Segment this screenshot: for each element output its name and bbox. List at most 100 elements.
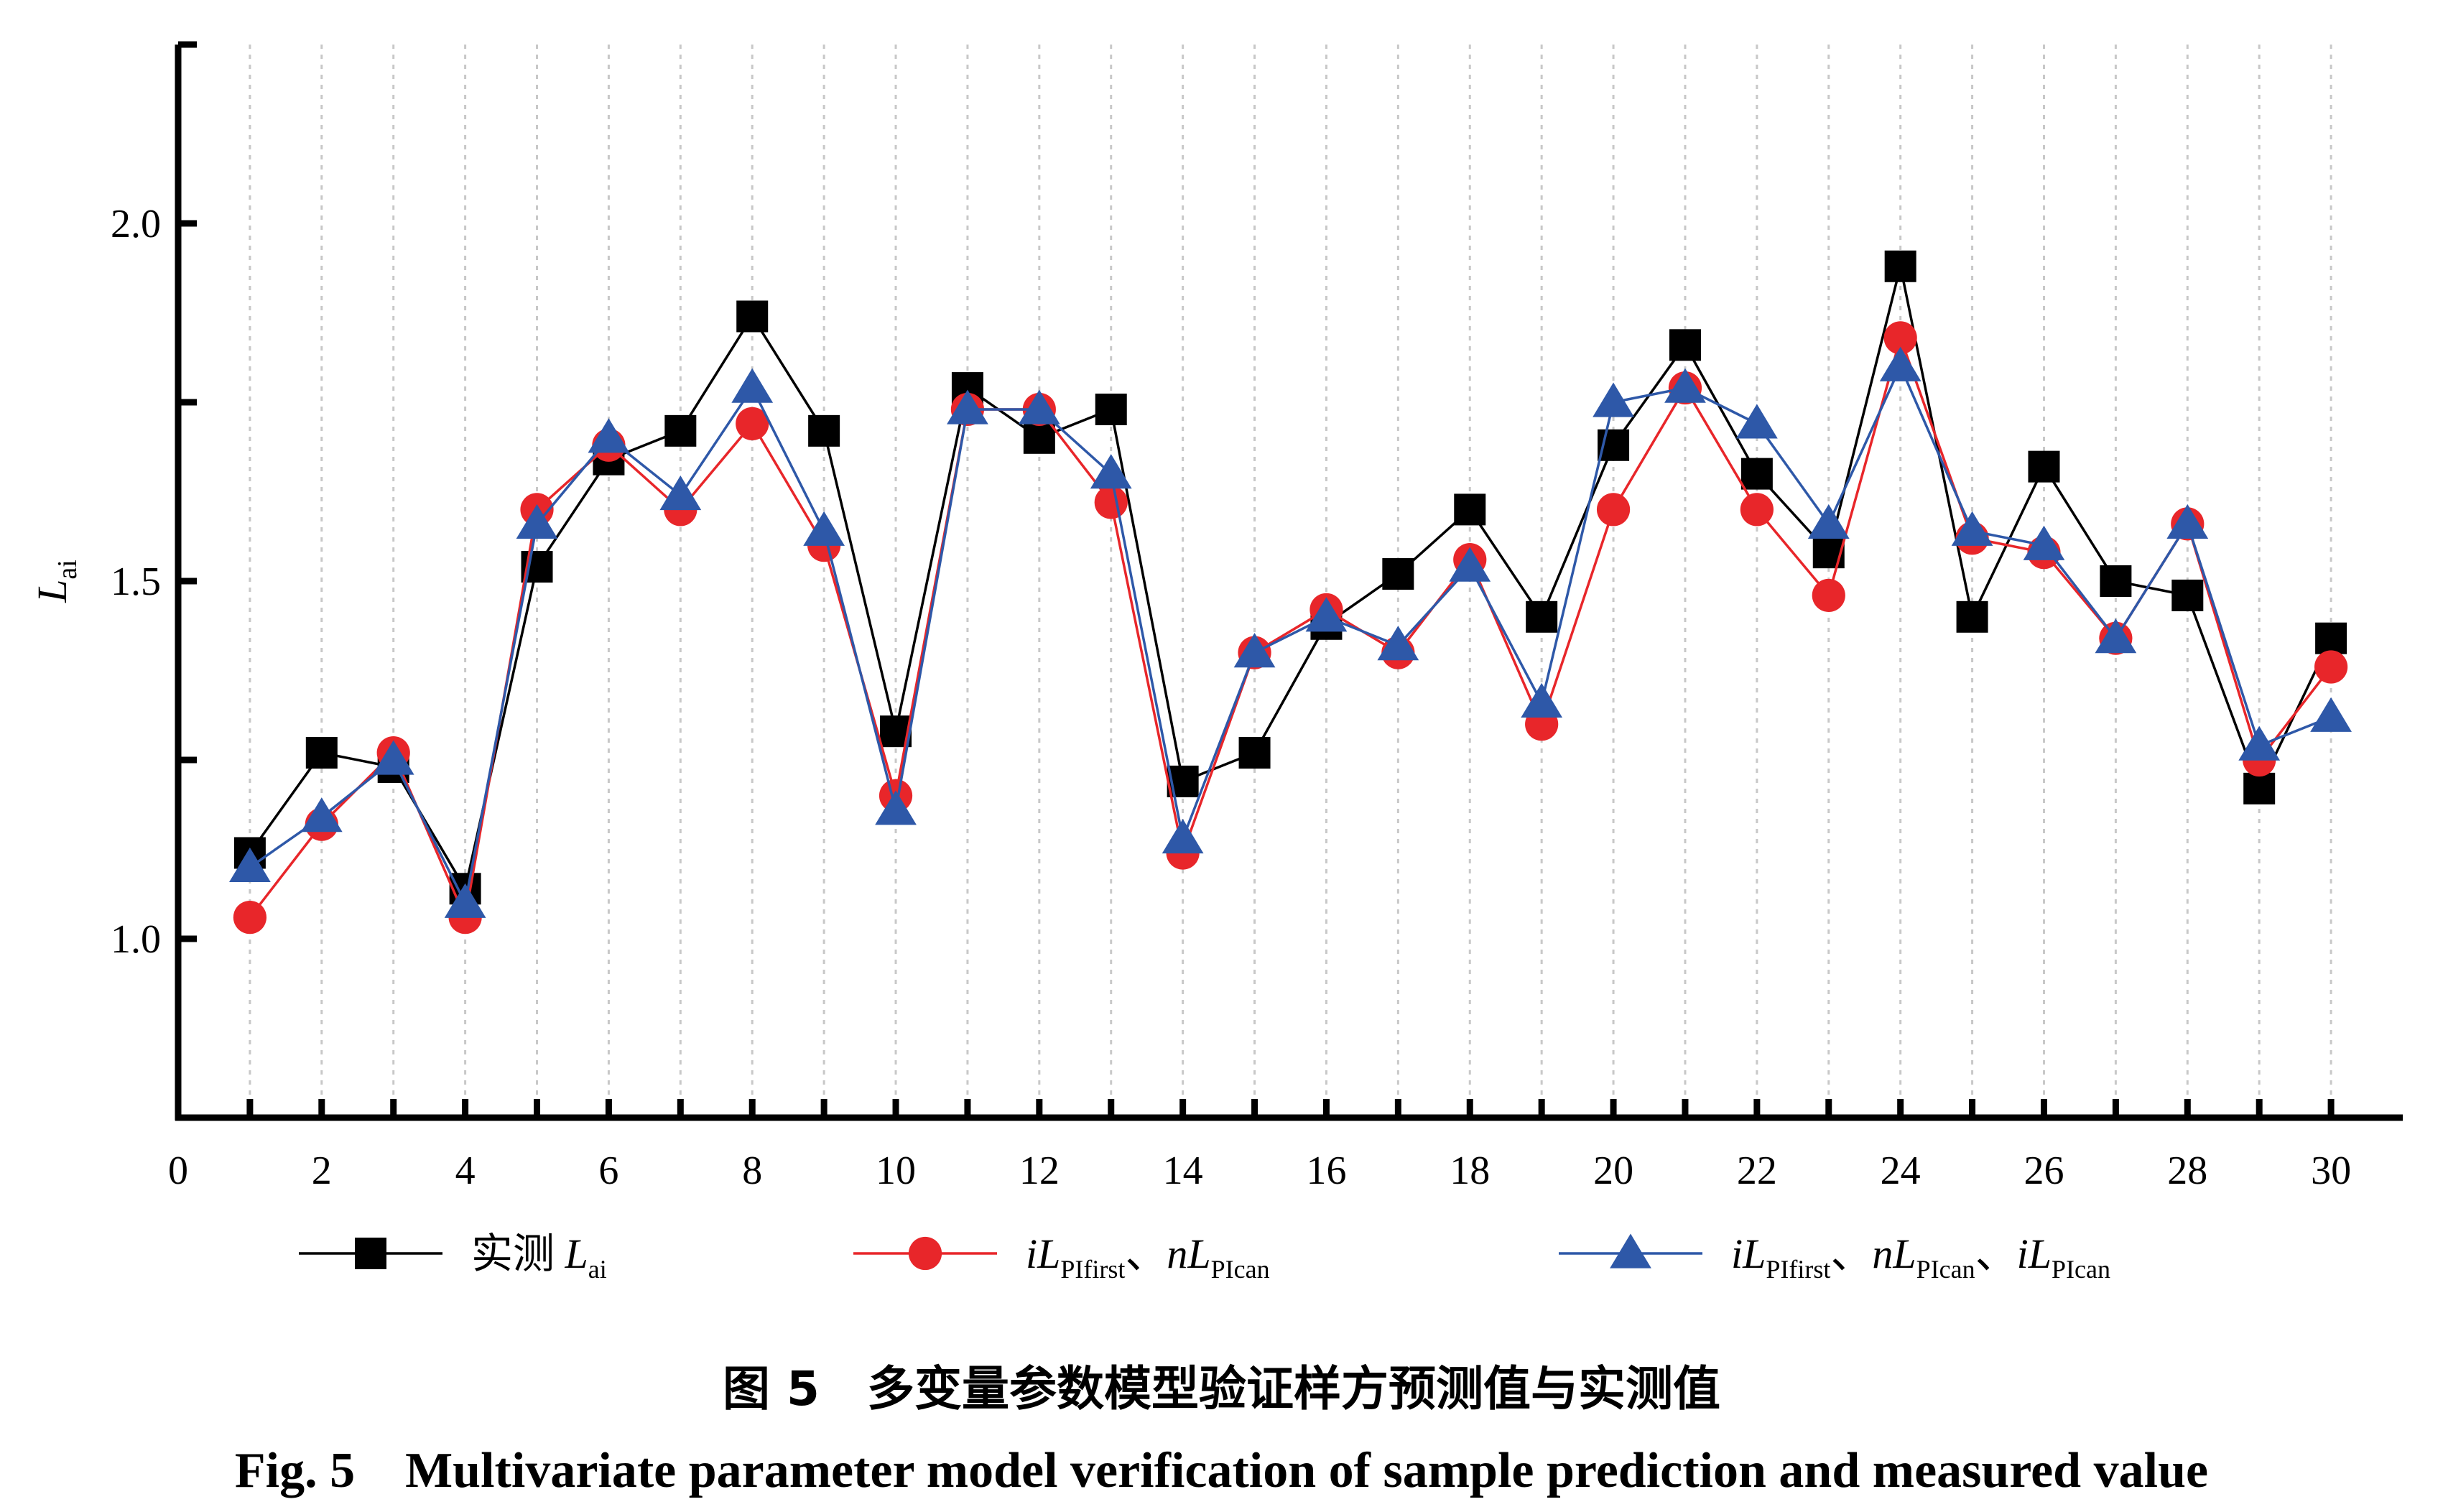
point-triangle — [516, 504, 558, 539]
y-axis-title: Lai — [29, 560, 83, 603]
x-tick-label: 14 — [1163, 1149, 1203, 1193]
x-tick-label: 10 — [876, 1149, 916, 1193]
x-tick-label: 30 — [2311, 1149, 2351, 1193]
legend-label: iLPIfirst、nLPIcan — [1026, 1230, 1270, 1284]
x-tick-label: 28 — [2167, 1149, 2207, 1193]
y-tick-label: 1.5 — [111, 560, 161, 604]
series-square — [233, 250, 2347, 905]
point-square — [305, 737, 338, 769]
x-tick-label: 16 — [1306, 1149, 1346, 1193]
series-circle — [233, 321, 2348, 934]
x-tick-label: 18 — [1450, 1149, 1490, 1193]
point-triangle — [1807, 504, 1850, 539]
point-square — [1669, 329, 1701, 361]
point-triangle — [1951, 511, 1993, 546]
point-square — [2100, 565, 2132, 597]
series-line — [249, 363, 2332, 907]
point-circle — [1812, 578, 1845, 613]
point-square — [1238, 737, 1271, 769]
point-triangle — [2095, 618, 2137, 654]
x-tick-label: 12 — [1019, 1149, 1060, 1193]
x-tick-label: 6 — [598, 1149, 618, 1193]
point-square — [1740, 458, 1773, 490]
y-tick-label: 1.0 — [111, 917, 161, 962]
point-triangle — [372, 740, 414, 775]
legend-item: iLPIfirst、nLPIcan — [853, 1230, 1270, 1284]
x-tick-label: 22 — [1737, 1149, 1777, 1193]
point-circle — [2314, 650, 2348, 684]
point-square — [1382, 558, 1414, 590]
grid-lines — [249, 45, 2332, 1118]
point-triangle — [1449, 547, 1491, 582]
point-triangle — [1610, 1233, 1651, 1268]
point-square — [664, 414, 697, 447]
point-triangle — [1664, 368, 1706, 403]
series-layer — [229, 250, 2352, 934]
point-triangle — [444, 883, 486, 918]
point-triangle — [1735, 404, 1778, 439]
point-square — [808, 414, 840, 447]
point-triangle — [300, 797, 343, 832]
legend-label: 实测 Lai — [471, 1230, 607, 1284]
series-line — [249, 266, 2332, 892]
y-tick-label: 2.0 — [111, 202, 161, 246]
point-circle — [1094, 486, 1128, 519]
point-circle — [1740, 493, 1774, 527]
point-triangle — [1521, 682, 1563, 718]
x-tick-label: 4 — [455, 1149, 476, 1193]
point-triangle — [1305, 597, 1348, 632]
x-tick-label: 26 — [2024, 1149, 2064, 1193]
point-square — [2171, 579, 2204, 611]
legend-label: iLPIfirst、nLPIcan、iLPIcan — [1731, 1230, 2110, 1284]
point-square — [1095, 393, 1127, 425]
point-triangle — [731, 368, 774, 403]
x-tick-label: 20 — [1593, 1149, 1633, 1193]
point-triangle — [1162, 819, 1204, 854]
point-triangle — [1377, 626, 1419, 661]
point-triangle — [2310, 697, 2352, 732]
legend-item: 实测 Lai — [299, 1230, 607, 1284]
point-triangle — [803, 511, 845, 546]
point-circle — [233, 901, 267, 934]
point-square — [1454, 493, 1486, 526]
point-triangle — [1233, 633, 1276, 668]
point-square — [2028, 450, 2060, 483]
point-triangle — [1090, 454, 1132, 489]
point-triangle — [1879, 346, 1922, 381]
point-square — [355, 1238, 386, 1269]
point-triangle — [1018, 389, 1060, 425]
point-square — [1956, 600, 1988, 633]
series-triangle — [229, 346, 2352, 918]
x-tick-label: 2 — [312, 1149, 332, 1193]
point-square — [2243, 772, 2276, 804]
x-tick-label: 24 — [1881, 1149, 1921, 1193]
figure-caption-cn: 图 5 多变量参数模型验证样方预测值与实测值 — [723, 1361, 1720, 1416]
point-square — [1812, 537, 1845, 569]
point-triangle — [229, 847, 271, 883]
point-square — [736, 300, 769, 333]
point-circle — [736, 407, 769, 440]
point-square — [2315, 622, 2347, 654]
point-triangle — [2166, 504, 2209, 539]
point-triangle — [1593, 382, 1634, 417]
point-triangle — [2238, 725, 2281, 761]
legend-item: iLPIfirst、nLPIcan、iLPIcan — [1559, 1230, 2110, 1284]
legend: 实测 Lai iLPIfirst、nLPIcan iLPIfirst、nLPIcan… — [299, 1230, 2110, 1284]
point-circle — [1883, 321, 1917, 355]
point-square — [1023, 422, 1055, 454]
point-triangle — [588, 418, 630, 453]
point-triangle — [947, 389, 988, 425]
point-triangle — [659, 475, 702, 511]
point-square — [1526, 600, 1558, 633]
x-tick-label: 0 — [168, 1149, 188, 1193]
point-square — [1884, 250, 1916, 282]
point-triangle — [2023, 525, 2065, 560]
point-circle — [908, 1236, 942, 1271]
point-circle — [1596, 493, 1631, 527]
point-triangle — [875, 790, 917, 825]
x-tick-label: 8 — [742, 1149, 762, 1193]
figure-caption-en: Fig. 5 Multivariate parameter model veri… — [234, 1443, 2209, 1498]
series-line — [249, 333, 2332, 922]
